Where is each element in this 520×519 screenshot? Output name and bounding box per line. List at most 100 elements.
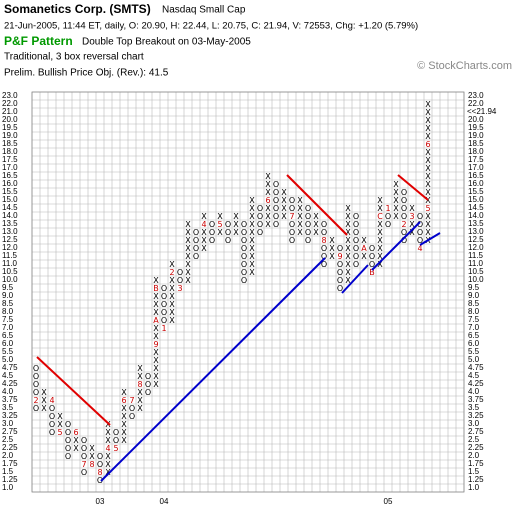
x-box: X (201, 212, 207, 221)
o-box: O (353, 212, 359, 221)
x-box: X (425, 228, 431, 237)
o-box: O (417, 236, 423, 245)
o-box: O (401, 188, 407, 197)
month-marker: A (361, 244, 367, 253)
month-marker: 4 (49, 396, 54, 405)
x-box: X (153, 332, 159, 341)
y-tick-label-right: 1.25 (468, 475, 484, 484)
o-box: O (401, 196, 407, 205)
exchange: Nasdaq Small Cap (162, 5, 246, 16)
x-box: X (409, 228, 415, 237)
month-marker: 5 (113, 444, 118, 453)
x-box: X (73, 436, 79, 445)
month-marker: 7 (289, 212, 294, 221)
o-box: O (65, 436, 71, 445)
x-box: X (169, 292, 175, 301)
x-box: X (329, 252, 335, 261)
y-tick-label-right: 20.0 (468, 115, 484, 124)
y-tick-label-right: 14.0 (468, 211, 484, 220)
x-box: X (313, 212, 319, 221)
o-box: O (49, 428, 55, 437)
x-box: X (393, 188, 399, 197)
y-tick-label: 3.5 (2, 403, 14, 412)
y-tick-label: 9.5 (2, 283, 14, 292)
o-box: O (33, 388, 39, 397)
o-box: O (273, 212, 279, 221)
y-tick-label: 4.5 (2, 371, 14, 380)
pnf-column: XXX (313, 212, 319, 237)
support-line (419, 232, 441, 246)
o-box: O (289, 196, 295, 205)
x-box: X (281, 204, 287, 213)
y-tick-label: 6.0 (2, 339, 14, 348)
o-box: O (273, 196, 279, 205)
y-tick-label-right: 11.0 (468, 259, 484, 268)
o-box: O (337, 276, 343, 285)
x-box: X (217, 212, 223, 221)
o-box: O (225, 220, 231, 229)
y-tick-label-right: 10.0 (468, 275, 484, 284)
x-box: X (185, 268, 191, 277)
o-box: O (209, 236, 215, 245)
x-box: X (185, 236, 191, 245)
month-marker: C (377, 212, 383, 221)
o-box: O (273, 204, 279, 213)
x-box: X (121, 428, 127, 437)
x-box: X (425, 116, 431, 125)
x-box: X (89, 444, 95, 453)
month-marker: 6 (73, 428, 78, 437)
x-box: X (297, 196, 303, 205)
y-tick-label-right: 4.5 (468, 371, 480, 380)
y-tick-label-right: 5.5 (468, 347, 480, 356)
x-box: X (233, 228, 239, 237)
o-box: O (353, 252, 359, 261)
y-tick-label: 2.0 (2, 451, 14, 460)
y-tick-label-right: 16.0 (468, 179, 484, 188)
x-box: X (121, 404, 127, 413)
o-box: O (417, 220, 423, 229)
x-box: X (73, 444, 79, 453)
y-tick-label-right: 1.5 (468, 467, 480, 476)
month-marker: 4 (417, 244, 422, 253)
month-marker: 5 (425, 204, 430, 213)
x-box: X (185, 220, 191, 229)
x-box: X (121, 420, 127, 429)
x-box: X (377, 228, 383, 237)
y-tick-label: 16.0 (2, 179, 18, 188)
y-tick-label-right: 13.0 (468, 227, 484, 236)
o-box: O (241, 228, 247, 237)
x-tick-label: 05 (384, 497, 393, 506)
y-tick-label-right: 17.5 (468, 155, 484, 164)
o-box: O (305, 236, 311, 245)
x-box: X (249, 220, 255, 229)
x-box: X (153, 356, 159, 365)
x-tick-label: 04 (160, 497, 169, 506)
month-marker: 8 (89, 460, 94, 469)
month-marker: 7 (129, 396, 134, 405)
o-box: O (417, 212, 423, 221)
x-box: X (345, 276, 351, 285)
y-tick-label-right: 18.5 (468, 139, 484, 148)
resistance-line (286, 174, 348, 236)
pnf-column: XXX4XXX (105, 420, 111, 477)
y-tick-label-right: 3.75 (468, 395, 484, 404)
x-box: X (169, 284, 175, 293)
o-box: O (97, 452, 103, 461)
o-box: O (337, 244, 343, 253)
month-marker: 3 (177, 284, 182, 293)
x-box: X (393, 204, 399, 213)
x-box: X (425, 156, 431, 165)
x-box: X (345, 252, 351, 261)
x-box: X (393, 196, 399, 205)
x-box: X (249, 236, 255, 245)
o-box: O (225, 236, 231, 245)
chart-method: Traditional, 3 box reversal chart (4, 52, 144, 63)
